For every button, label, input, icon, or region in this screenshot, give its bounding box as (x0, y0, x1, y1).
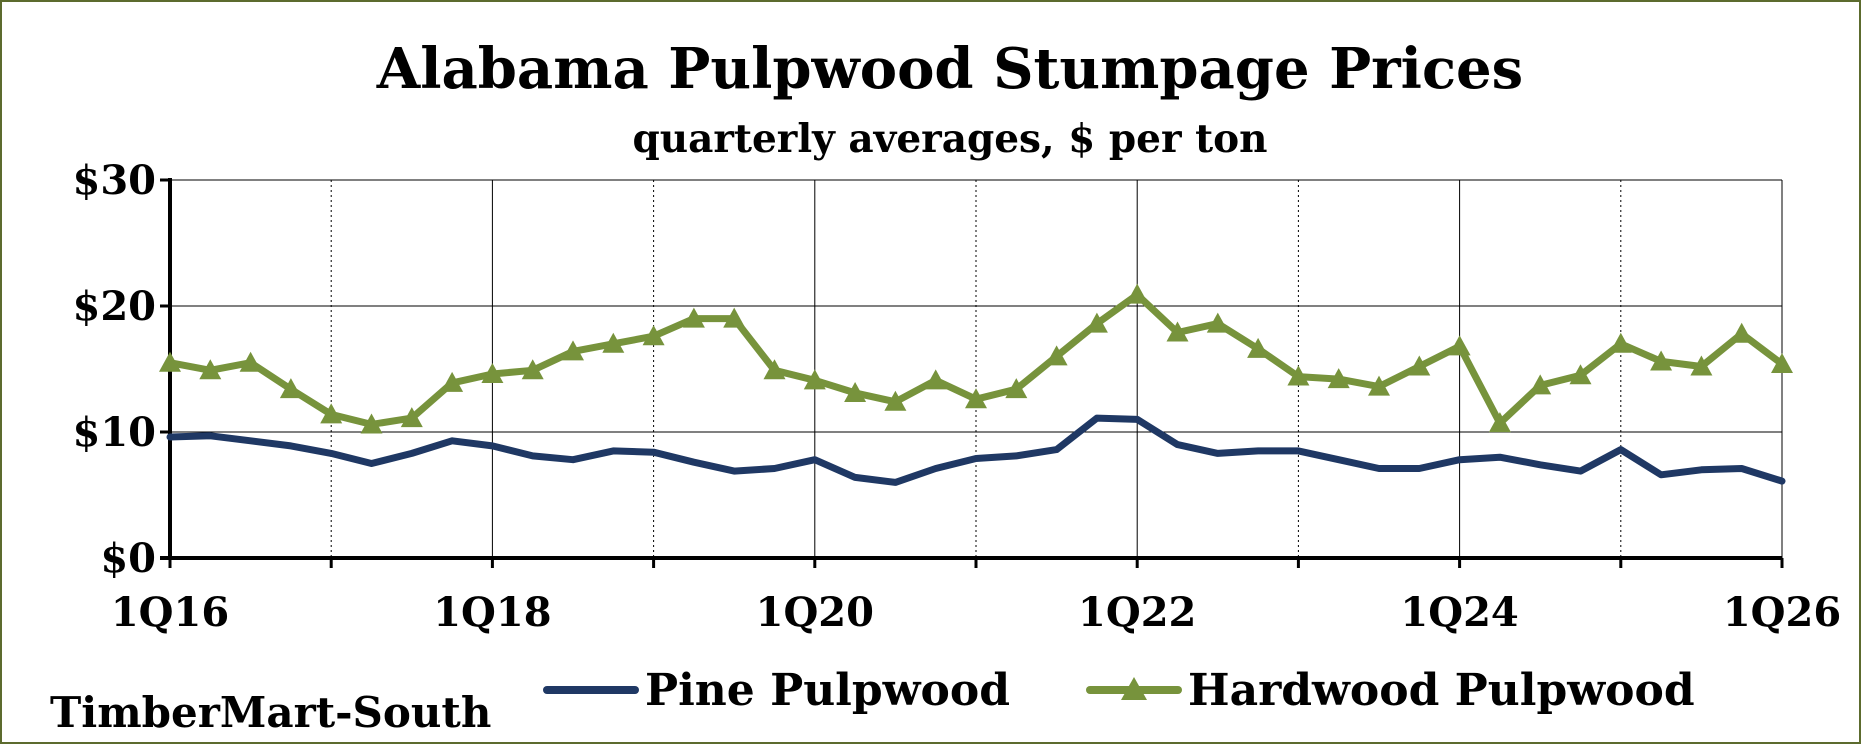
data-point (1529, 374, 1552, 395)
x-tick-label: 1Q20 (756, 589, 874, 636)
data-point (279, 378, 302, 399)
data-point (682, 307, 705, 328)
data-point (1408, 355, 1431, 376)
legend: Pine Pulpwood Hardwood Pulpwood (543, 665, 1695, 716)
x-tick-label: 1Q16 (111, 589, 229, 636)
data-point (1569, 364, 1592, 385)
y-tick-label: $30 (73, 157, 157, 204)
data-point (159, 351, 181, 372)
x-tick-label: 1Q18 (433, 589, 551, 636)
data-point (1448, 335, 1471, 356)
data-point (441, 371, 464, 392)
data-point (844, 381, 867, 402)
data-point (642, 325, 665, 346)
data-point (803, 369, 826, 390)
data-point (602, 332, 625, 353)
chart-title: Alabama Pulpwood Stumpage Prices (376, 36, 1523, 102)
data-point (1085, 312, 1108, 333)
series-line-pine-pulpwood (166, 414, 1786, 486)
data-point (1005, 378, 1028, 399)
data-point (400, 407, 423, 428)
data-point (763, 359, 786, 380)
x-tick-label: 1Q24 (1400, 589, 1518, 636)
legend-label-hardwood-pulpwood: Hardwood Pulpwood (1188, 665, 1695, 716)
data-point (199, 359, 222, 380)
series (159, 283, 1793, 486)
data-point (562, 340, 584, 361)
data-point (1247, 337, 1270, 358)
chart-subtitle: quarterly averages, $ per ton (633, 116, 1268, 162)
legend-marker (1121, 677, 1147, 700)
data-point (1368, 375, 1390, 396)
data-point (1488, 412, 1511, 433)
data-point (1206, 312, 1229, 333)
y-tick-label: $0 (100, 535, 156, 582)
data-point (723, 307, 746, 328)
data-point (1327, 368, 1350, 389)
data-point (320, 403, 343, 424)
data-point (239, 351, 262, 372)
data-point (481, 363, 504, 384)
grid (170, 179, 1783, 558)
data-point (1045, 345, 1068, 366)
data-point (1166, 321, 1189, 342)
x-tick-label: 1Q26 (1723, 589, 1841, 636)
source-label: TimberMart-South (50, 688, 491, 737)
axes (160, 178, 1784, 568)
data-point (965, 388, 987, 409)
data-point (884, 390, 907, 411)
data-point (1730, 322, 1753, 343)
x-tick-label: 1Q22 (1078, 589, 1196, 636)
tick-labels: $0 $10 $20 $30 1Q16 1Q18 1Q20 1Q22 1Q24 1Q26 (73, 157, 1842, 636)
data-point (1126, 283, 1149, 304)
legend-label-pine-pulpwood: Pine Pulpwood (645, 665, 1010, 716)
data-point (360, 413, 383, 434)
y-tick-label: $10 (73, 409, 157, 456)
data-point (1609, 332, 1632, 353)
data-point (1771, 352, 1793, 373)
data-point (1690, 355, 1713, 376)
data-point (521, 359, 544, 380)
y-tick-label: $20 (73, 283, 157, 330)
data-point (924, 369, 947, 390)
data-point (1650, 350, 1673, 371)
data-point (1287, 365, 1310, 386)
